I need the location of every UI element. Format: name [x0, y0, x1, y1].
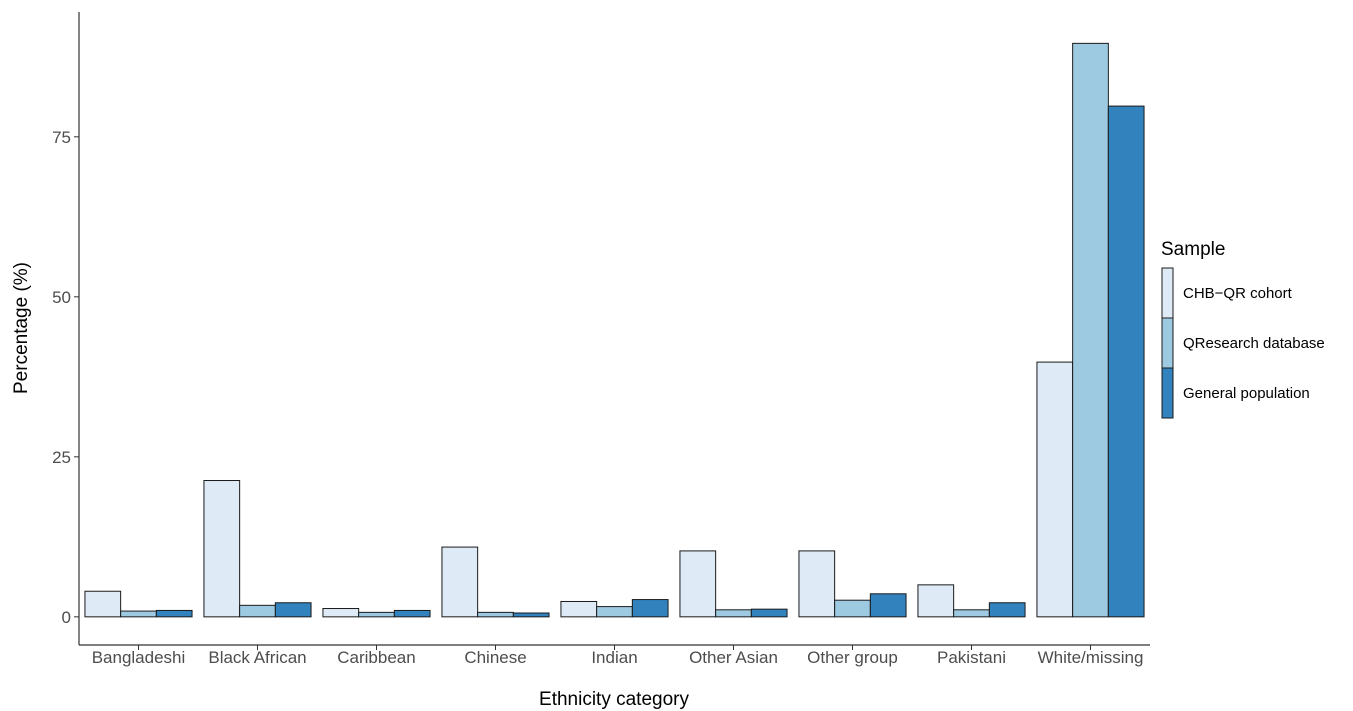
legend-key-2 — [1161, 317, 1174, 369]
x-tick-label: Other Asian — [689, 648, 778, 667]
x-tick-label: Indian — [591, 648, 637, 667]
bar-caribbean-3 — [393, 609, 431, 618]
x-tick-label: Chinese — [464, 648, 526, 667]
x-tick-label: White/missing — [1038, 648, 1144, 667]
bar-caribbean-2 — [358, 611, 395, 618]
y-tick-label: 50 — [52, 288, 71, 307]
bar-other-asian-3 — [750, 608, 788, 618]
x-tick-label: Other group — [807, 648, 898, 667]
legend-label-3: General population — [1183, 385, 1310, 402]
bar-bangladeshi-1 — [84, 590, 122, 618]
bar-chinese-1 — [441, 546, 479, 618]
legend-key-3 — [1161, 367, 1174, 419]
x-tick-label: Pakistani — [937, 648, 1006, 667]
bar-indian-2 — [596, 606, 633, 618]
bar-chinese-3 — [512, 612, 550, 618]
bar-bangladeshi-2 — [120, 610, 157, 618]
bar-black-african-2 — [239, 604, 276, 618]
bar-pakistani-2 — [953, 609, 990, 618]
bar-other-group-1 — [798, 550, 836, 618]
legend-key-1 — [1161, 267, 1174, 319]
bar-black-african-3 — [274, 602, 312, 618]
y-tick-label: 25 — [52, 448, 71, 467]
bar-pakistani-1 — [917, 584, 955, 618]
bar-black-african-1 — [203, 480, 241, 618]
x-tick-label: Bangladeshi — [92, 648, 186, 667]
bar-white-missing-2 — [1072, 42, 1109, 618]
y-tick-label: 0 — [62, 608, 71, 627]
x-tick-label: Black African — [208, 648, 306, 667]
legend: Sample CHB−QR cohort QResearch database Ge… — [1161, 239, 1325, 419]
bar-pakistani-3 — [988, 602, 1026, 618]
plot-area — [84, 42, 1145, 618]
bar-indian-3 — [631, 599, 669, 618]
bar-other-asian-1 — [679, 550, 717, 618]
tick-labels: Bangladeshi Black African Caribbean Chinese… — [52, 128, 1143, 667]
legend-title: Sample — [1161, 239, 1225, 260]
y-axis-title: Percentage (%) — [11, 262, 32, 394]
bar-bangladeshi-3 — [155, 609, 193, 618]
bar-indian-1 — [560, 600, 598, 618]
x-tick-label: Caribbean — [337, 648, 415, 667]
bar-other-group-2 — [834, 599, 871, 618]
bar-chinese-2 — [477, 611, 514, 618]
bar-caribbean-1 — [322, 608, 360, 618]
bar-white-missing-3 — [1107, 105, 1145, 618]
bar-other-group-3 — [869, 593, 907, 618]
x-axis-title: Ethnicity category — [539, 689, 689, 710]
y-tick-label: 75 — [52, 128, 71, 147]
bar-other-asian-2 — [715, 609, 752, 618]
bar-white-missing-1 — [1036, 361, 1074, 618]
legend-label-1: CHB−QR cohort — [1183, 285, 1293, 302]
legend-label-2: QResearch database — [1183, 335, 1325, 352]
